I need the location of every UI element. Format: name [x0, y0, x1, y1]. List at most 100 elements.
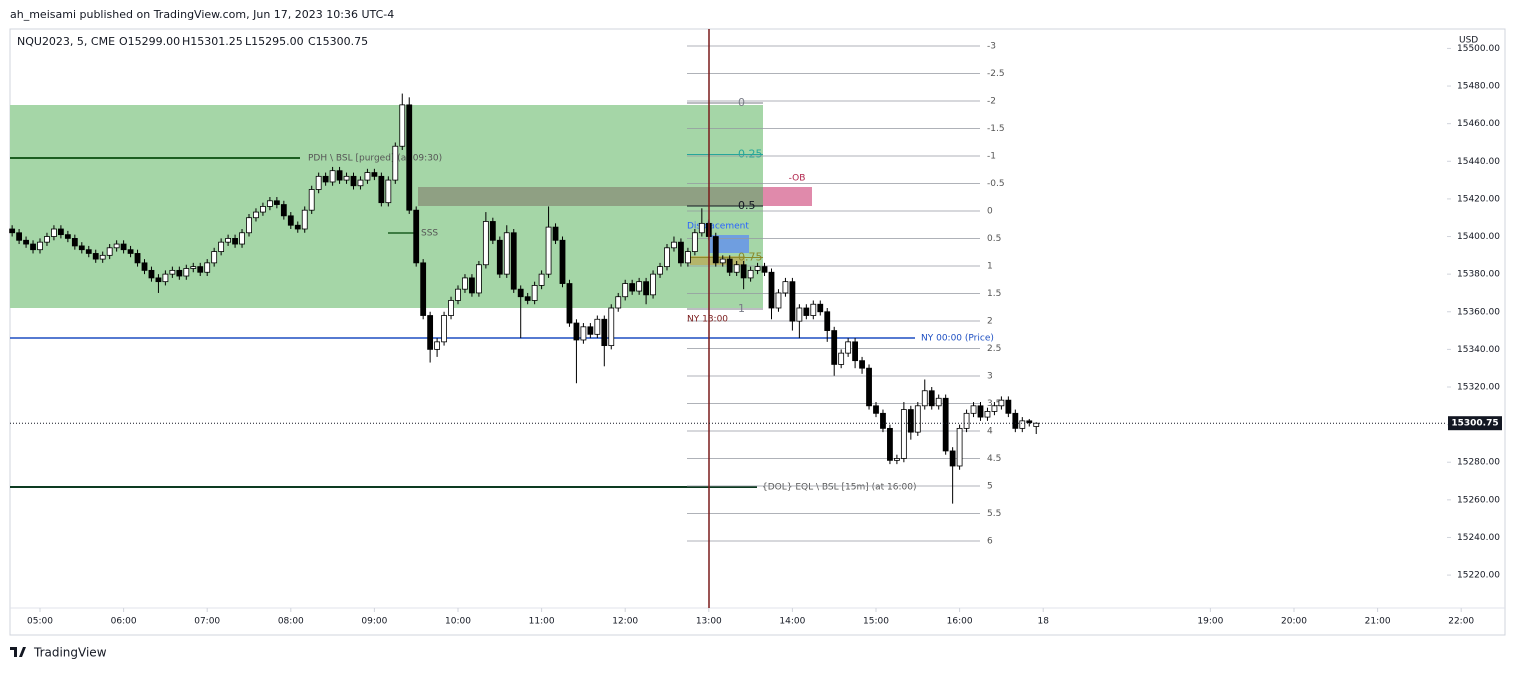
ny-midnight-label: NY 00:00 (Price) — [921, 334, 994, 344]
dol-label: {DOL} EQL \ BSL [15m] (at 16:00) — [762, 483, 916, 493]
high-value: H15301.25 — [182, 35, 243, 48]
displacement-label: Displacement — [687, 222, 749, 232]
y-tick-label: 15340.00 — [1457, 345, 1500, 355]
candle-body — [935, 397, 942, 407]
y-tick-label: 15380.00 — [1457, 270, 1500, 280]
candle-body — [315, 175, 322, 190]
candle-body — [636, 281, 643, 292]
candle-body — [148, 269, 155, 279]
candle-body — [838, 352, 845, 365]
x-tick-label: 21:00 — [1365, 617, 1391, 627]
x-tick-label: 07:00 — [194, 617, 220, 627]
extension-label: -3 — [987, 42, 996, 52]
candle-body — [629, 283, 636, 292]
low-value: L15295.00 — [245, 35, 304, 48]
candle-body — [608, 307, 615, 347]
y-tick-label: 15440.00 — [1457, 157, 1500, 167]
candle-body — [914, 405, 921, 433]
candle-body — [685, 251, 691, 264]
candle-body — [378, 175, 385, 204]
candle-body — [162, 273, 169, 283]
candle-body — [253, 211, 259, 219]
last-price-label: 15300.75 — [1451, 419, 1498, 429]
candle-body — [880, 412, 886, 429]
extension-label: -0.5 — [987, 179, 1005, 189]
candle-body — [204, 262, 211, 273]
candle-body — [503, 232, 510, 275]
candle-body — [260, 206, 266, 213]
brand: TradingView — [33, 646, 107, 660]
x-tick-label: 13:00 — [696, 617, 722, 627]
candle-body — [85, 249, 92, 254]
candle-body — [984, 411, 991, 418]
symbol: NQU2023, 5, CME — [17, 35, 115, 48]
candle-body — [308, 189, 315, 211]
candle-body — [420, 262, 427, 316]
candle-body — [678, 241, 684, 264]
extension-label: 1.5 — [987, 289, 1001, 299]
x-tick-label: 08:00 — [278, 617, 304, 627]
candle-body — [16, 232, 23, 241]
candle-body — [371, 172, 378, 177]
extension-label: 2.5 — [987, 344, 1001, 354]
candle-body — [977, 405, 984, 418]
candle-body — [921, 390, 928, 407]
extension-label: -1 — [987, 152, 996, 162]
candle-body — [970, 405, 977, 414]
extension-label: -1.5 — [987, 124, 1005, 134]
retracement-label: 0.5 — [738, 199, 756, 212]
x-tick-label: 10:00 — [445, 617, 471, 627]
candle-body — [51, 228, 57, 237]
candle-body — [287, 215, 294, 226]
candle-body — [406, 104, 413, 211]
candle-body — [531, 285, 538, 301]
candle-body — [580, 326, 587, 341]
candle-body — [1019, 420, 1026, 429]
pdh-label: PDH \ BSL [purged] (at 09:30) — [308, 154, 442, 164]
candle-body — [552, 226, 559, 241]
gray-zone — [418, 187, 763, 206]
x-tick-label: 05:00 — [27, 617, 53, 627]
candle-body — [615, 296, 622, 309]
y-tick-label: 15320.00 — [1457, 382, 1500, 392]
candle-body — [747, 269, 754, 279]
candle-body — [510, 232, 517, 290]
candle-body — [643, 281, 649, 296]
last-price-badge — [1448, 416, 1502, 431]
candle-body — [810, 303, 817, 316]
extension-label: -2.5 — [987, 69, 1005, 79]
ob-label: -OB — [789, 174, 806, 184]
candle-body — [942, 397, 949, 452]
candle-body — [113, 243, 120, 249]
ssl-label: SSS — [421, 229, 438, 239]
candle-body — [239, 232, 245, 245]
candle-body — [650, 273, 656, 296]
x-tick-label: 11:00 — [529, 617, 555, 627]
candle-body — [280, 204, 287, 217]
candle-body — [190, 266, 197, 269]
candle-body — [845, 341, 852, 354]
candle-body — [183, 268, 190, 277]
candle-body — [991, 405, 998, 412]
candle-body — [329, 170, 336, 183]
candle-body — [538, 273, 545, 286]
y-tick-label: 15400.00 — [1457, 232, 1500, 242]
candle-body — [866, 367, 872, 407]
extension-label: -2 — [987, 97, 996, 107]
extension-label: 5 — [987, 482, 993, 492]
candle-body — [594, 318, 601, 335]
candle-body — [469, 277, 475, 294]
candle-body — [30, 243, 36, 251]
currency: USD — [1459, 36, 1478, 46]
extension-label: 1 — [987, 262, 993, 272]
y-tick-label: 15240.00 — [1457, 533, 1500, 543]
candle-body — [775, 292, 782, 309]
x-tick-label: 19:00 — [1197, 617, 1223, 627]
candle-body — [907, 409, 914, 433]
candle-body — [37, 241, 43, 251]
extension-label: 0 — [987, 207, 993, 217]
candle-body — [587, 326, 594, 335]
candle-body — [622, 283, 629, 298]
candle-body — [698, 222, 705, 234]
